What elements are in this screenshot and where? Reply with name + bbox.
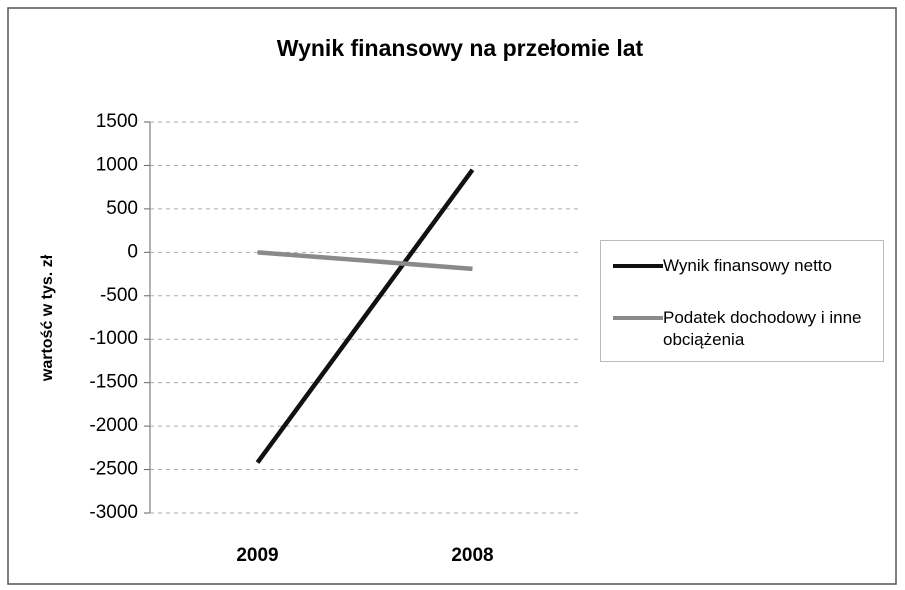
chart-frame [7, 7, 897, 585]
legend-label: Wynik finansowy netto [663, 256, 832, 275]
y-tick-label: -1500 [89, 372, 138, 393]
y-tick-label: 1000 [96, 154, 138, 175]
legend-label: Podatek dochodowy i inne obciążenia [663, 308, 862, 349]
y-tick-label: -3000 [89, 502, 138, 523]
y-tick-label: 1500 [96, 111, 138, 132]
legend-entry: Podatek dochodowy i inne obciążenia [613, 307, 873, 351]
legend: Wynik finansowy netto Podatek dochodowy i… [600, 240, 884, 362]
y-tick-label: -2000 [89, 415, 138, 436]
legend-swatch [613, 264, 663, 268]
legend-swatch [613, 316, 663, 320]
y-tick-label: 500 [106, 198, 138, 219]
y-tick-label: -1000 [89, 328, 138, 349]
x-tick-label: 2009 [236, 545, 278, 566]
y-tick-label: 0 [127, 241, 138, 262]
chart-title: Wynik finansowy na przełomie lat [277, 35, 644, 61]
series-line [257, 250, 473, 272]
y-axis-label: wartość w tys. zł [39, 254, 56, 382]
series-line [255, 168, 475, 464]
x-tick-label: 2008 [451, 545, 493, 566]
y-tick-label: -500 [100, 285, 138, 306]
y-tick-label: -2500 [89, 459, 138, 480]
legend-entry: Wynik finansowy netto [613, 255, 873, 277]
